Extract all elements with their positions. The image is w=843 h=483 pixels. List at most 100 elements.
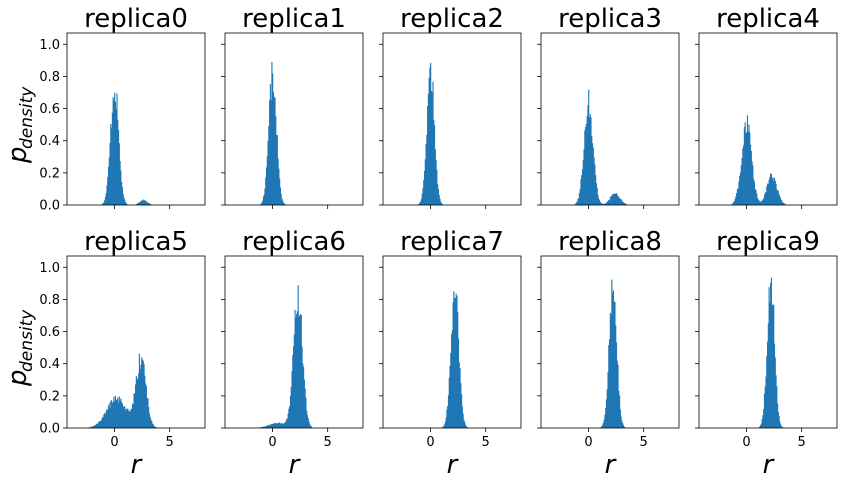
histogram-bar xyxy=(90,426,93,428)
histogram-bar xyxy=(309,424,311,428)
histogram-bar xyxy=(622,202,625,205)
histogram-bar xyxy=(756,197,759,205)
histogram-bar xyxy=(261,427,263,428)
histogram-bar xyxy=(465,426,467,428)
histogram-bar xyxy=(763,409,765,428)
histogram-bar xyxy=(757,199,759,205)
histogram-bar xyxy=(619,409,621,428)
histogram-bar xyxy=(624,203,626,205)
axes-frame xyxy=(224,255,364,429)
histogram-bar xyxy=(272,424,274,428)
histogram-bar xyxy=(597,194,599,205)
y-tick-label: 0.6 xyxy=(39,325,60,340)
y-axis-label-subscript: density xyxy=(17,309,37,372)
histogram-bar xyxy=(459,368,461,428)
histogram-bar xyxy=(623,426,625,428)
histogram-bar xyxy=(457,312,459,428)
histogram-bar xyxy=(138,353,140,428)
histogram-bar xyxy=(118,130,120,205)
histogram-bar xyxy=(137,203,139,205)
histogram-bar xyxy=(770,173,772,205)
histogram-bar xyxy=(773,177,776,205)
histogram-bar xyxy=(125,203,127,205)
histogram-bar xyxy=(602,203,604,205)
histogram-bar xyxy=(608,345,610,428)
histogram-bar xyxy=(296,311,298,428)
histogram-bar xyxy=(765,376,767,428)
histogram-bar xyxy=(588,117,591,205)
histogram-bar xyxy=(117,120,119,205)
histogram-bar xyxy=(453,291,455,428)
histogram-bar xyxy=(97,423,99,428)
histogram-bar xyxy=(773,304,775,428)
histogram-bar xyxy=(601,426,603,428)
histogram-bar xyxy=(154,426,156,428)
histogram-bar xyxy=(275,423,277,428)
histogram-bar xyxy=(752,165,754,205)
histogram-bar xyxy=(290,387,292,428)
histogram-bar xyxy=(107,177,109,205)
histogram-bar xyxy=(109,408,111,428)
histogram-bar xyxy=(141,200,143,205)
histogram-bar xyxy=(104,200,106,205)
histogram-bar xyxy=(282,424,285,428)
histogram-bar xyxy=(619,198,621,205)
x-tick-label: 0 xyxy=(742,435,750,450)
histogram-bar xyxy=(780,425,783,428)
histogram-bar xyxy=(287,413,289,428)
histogram-bar xyxy=(116,399,118,428)
histogram-bar xyxy=(447,405,449,428)
histogram-bar xyxy=(618,391,620,428)
histogram-bar xyxy=(304,388,306,428)
histogram-bar xyxy=(755,190,757,205)
histogram-bar xyxy=(278,422,280,428)
histogram-bar xyxy=(437,189,439,205)
x-axis-label: r xyxy=(131,450,144,480)
panel-replica4: replica4 xyxy=(695,4,838,209)
histogram-bar xyxy=(592,147,594,205)
histogram-bar xyxy=(760,423,762,428)
histogram-bar xyxy=(462,413,464,428)
histogram-bar xyxy=(112,402,114,428)
histogram-bar xyxy=(758,200,760,205)
histogram-bar xyxy=(620,198,622,205)
histogram-bar xyxy=(731,204,733,205)
histogram-bar xyxy=(116,93,118,205)
histogram-bar xyxy=(466,426,468,428)
histogram-bar xyxy=(124,199,126,205)
histogram-bar xyxy=(263,194,265,205)
histogram-bar xyxy=(118,143,120,205)
histogram-bar xyxy=(94,425,96,428)
histogram-bar xyxy=(124,406,126,428)
histogram-bar xyxy=(111,400,113,428)
histogram-bar xyxy=(270,424,272,428)
histogram-bar xyxy=(152,423,154,428)
histogram-bar xyxy=(291,371,293,428)
histogram-bar xyxy=(613,193,615,205)
histogram-bar xyxy=(445,417,447,428)
histogram-bar xyxy=(155,427,157,428)
histogram-bar xyxy=(289,406,291,428)
histogram-bar xyxy=(101,204,103,205)
histogram-bar xyxy=(733,202,735,205)
histogram-bar xyxy=(139,368,141,428)
histogram-bar xyxy=(114,395,117,428)
histogram-bar xyxy=(141,357,143,428)
axes-frame xyxy=(66,255,206,429)
panel-replica8: replica8 0 5 r xyxy=(537,227,680,480)
histogram-bar xyxy=(779,421,781,428)
histogram-bar xyxy=(147,202,149,205)
histogram-bar xyxy=(277,158,279,205)
histogram-bar xyxy=(617,364,619,428)
histogram-bar xyxy=(430,62,432,206)
histogram-bar xyxy=(307,418,309,428)
histogram-bar xyxy=(145,201,147,205)
histogram-bar xyxy=(435,159,437,205)
y-axis-label-main: p xyxy=(3,146,33,164)
x-tick-label: 5 xyxy=(324,435,332,450)
histogram-bar xyxy=(613,301,615,428)
histogram-bar xyxy=(262,200,264,205)
histogram-bar xyxy=(100,420,102,428)
histogram-bar xyxy=(109,142,111,205)
histogram-bar xyxy=(272,73,274,205)
